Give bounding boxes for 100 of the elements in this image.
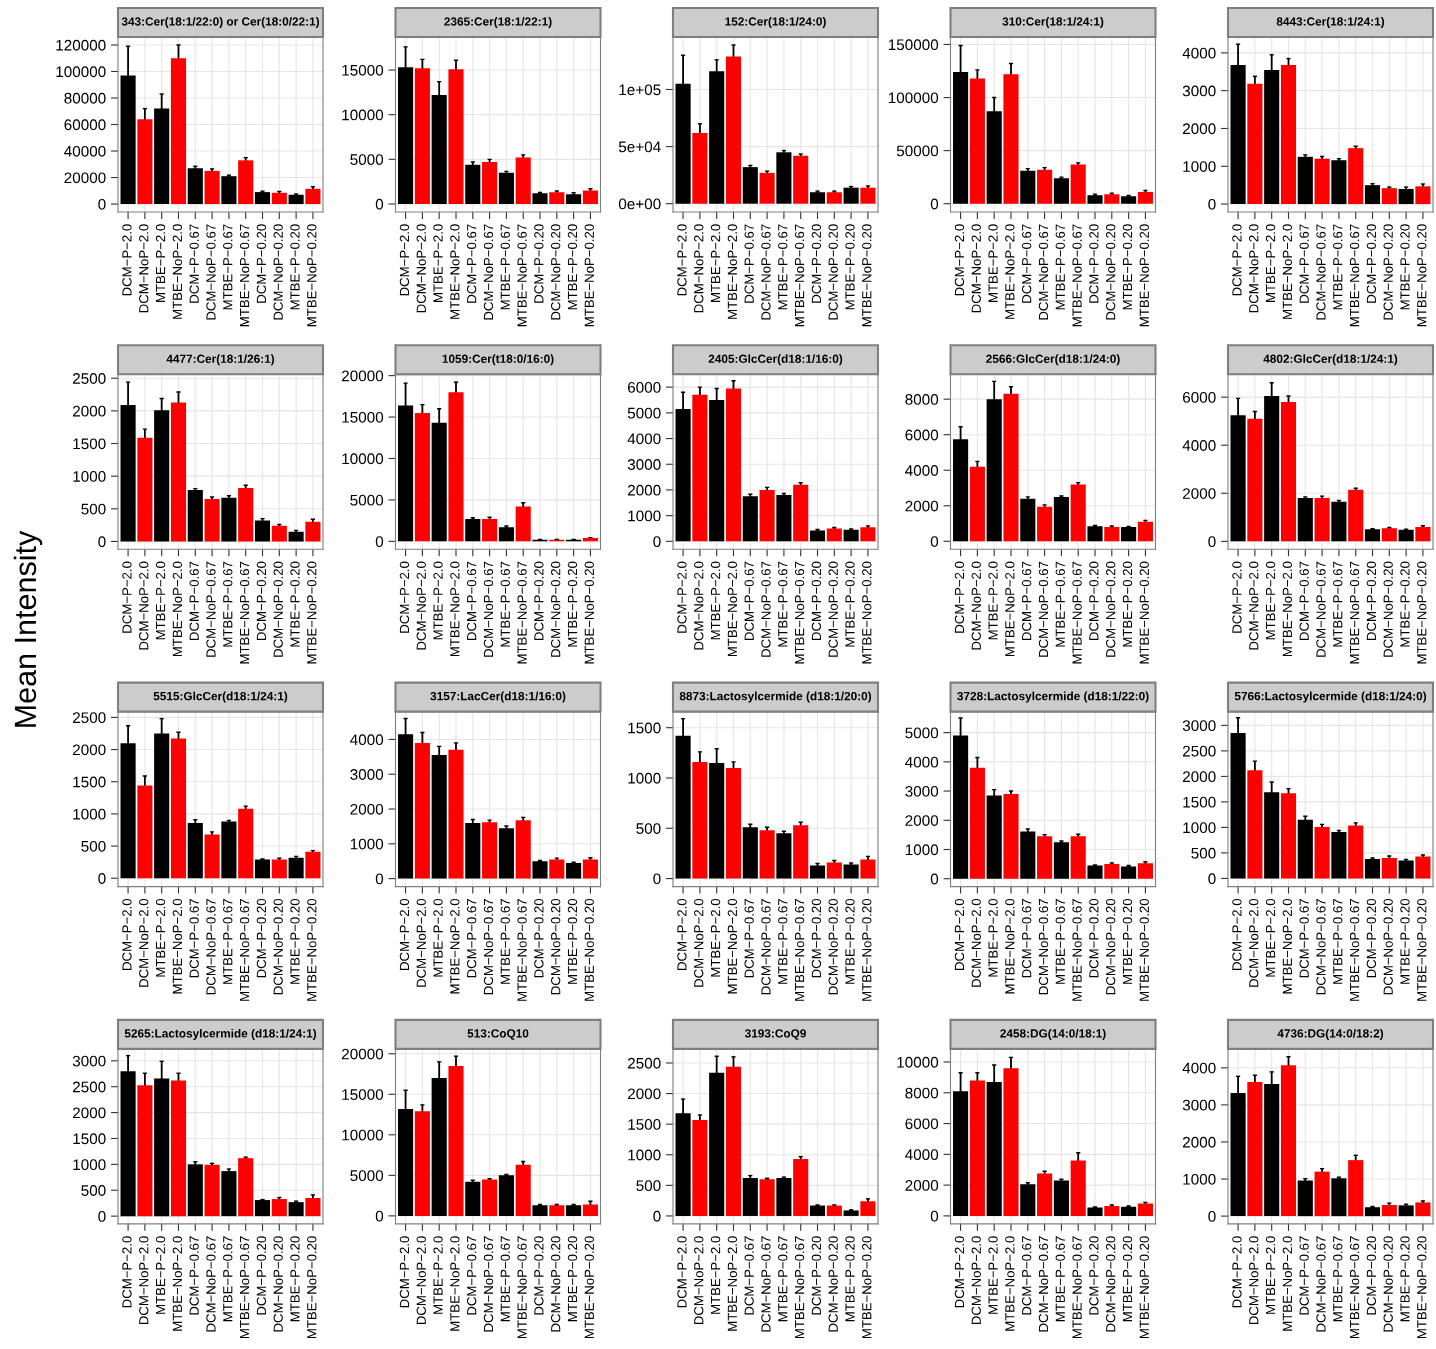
x-tick-label: MTBE−P−0.20 xyxy=(845,561,855,647)
x-tick-label: DCM−P−2.0 xyxy=(677,561,687,633)
chart-title: 2365:Cer(18:1/22:1) xyxy=(444,17,552,28)
x-tick-label: DCM−NoP−0.20 xyxy=(828,224,838,320)
x-tick-label: DCM−NoP−0.20 xyxy=(828,561,838,657)
y-tick-label: 4000 xyxy=(905,465,939,476)
x-tick-label: MTBE−P−2.0 xyxy=(988,898,998,977)
x-tick-label: DCM−NoP−0.20 xyxy=(551,561,561,657)
x-tick-label: DCM−NoP−2.0 xyxy=(1249,224,1259,313)
x-tick-label: MTBE−P−2.0 xyxy=(1265,1236,1276,1314)
y-tick-label: 4000 xyxy=(1182,47,1216,59)
x-tick-label: DCM−P−0.20 xyxy=(811,561,822,640)
x-tick-label: DCM−P−0.67 xyxy=(466,899,477,978)
x-tick-label: DCM−P−2.0 xyxy=(1232,898,1242,970)
x-tick-label: MTBE−NoP−2.0 xyxy=(450,898,460,994)
x-tick-label: DCM−P−2.0 xyxy=(122,1236,132,1308)
x-tick-label: MTBE−P−0.67 xyxy=(1333,224,1343,310)
chart-title: 4477:Cer(18:1/26:1) xyxy=(166,354,275,366)
x-tick-label: MTBE−P−2.0 xyxy=(988,561,998,640)
y-tick-label: 0 xyxy=(930,873,939,885)
x-tick-label: MTBE−NoP−0.20 xyxy=(1417,898,1427,1001)
x-tick-label: MTBE−NoP−2.0 xyxy=(1282,1236,1293,1331)
y-tick-label: 1500 xyxy=(1183,796,1216,808)
y-tick-label: 0 xyxy=(375,198,384,210)
y-tick-label: 5000 xyxy=(627,407,661,419)
y-tick-label: 15000 xyxy=(342,1089,384,1100)
y-tick-label: 20000 xyxy=(341,370,384,382)
x-tick-label: DCM−P−2.0 xyxy=(1232,224,1242,296)
x-tick-label: MTBE−NoP−0.20 xyxy=(1417,561,1427,664)
x-tick-label: DCM−P−0.67 xyxy=(466,224,477,303)
x-tick-label: DCM−P−0.20 xyxy=(811,1236,822,1315)
x-tick-label: DCM−NoP−0.67 xyxy=(761,1236,771,1332)
x-tick-label: MTBE−P−0.20 xyxy=(845,898,855,984)
y-tick-label: 500 xyxy=(636,823,661,834)
x-tick-label: DCM−NoP−0.20 xyxy=(1106,1236,1116,1332)
y-tick-label: 4000 xyxy=(627,433,661,445)
x-tick-label: DCM−NoP−2.0 xyxy=(139,561,149,650)
x-tick-label: MTBE−NoP−2.0 xyxy=(1282,898,1293,994)
x-tick-label: MTBE−P−2.0 xyxy=(433,1236,443,1314)
x-tick-label: MTBE−NoP−0.67 xyxy=(794,561,805,664)
x-tick-label: DCM−NoP−0.20 xyxy=(551,224,561,320)
x-tick-label: MTBE−P−2.0 xyxy=(710,224,721,302)
x-tick-label: DCM−P−0.20 xyxy=(1366,561,1377,640)
x-tick-label: DCM−P−2.0 xyxy=(954,898,965,970)
y-tick-label: 1500 xyxy=(628,1119,661,1130)
x-tick-label: MTBE−P−0.20 xyxy=(290,561,300,647)
x-tick-label: DCM−NoP−0.67 xyxy=(483,561,494,657)
x-tick-label: DCM−NoP−0.67 xyxy=(1038,899,1049,995)
x-tick-label: DCM−P−2.0 xyxy=(954,224,965,296)
x-tick-label: DCM−P−0.20 xyxy=(1366,1236,1377,1315)
y-tick-label: 150000 xyxy=(888,39,939,51)
y-tick-label: 8000 xyxy=(905,1087,939,1099)
x-tick-label: DCM−NoP−0.67 xyxy=(483,1236,494,1332)
x-tick-label: MTBE−NoP−2.0 xyxy=(1282,224,1293,319)
x-tick-label: MTBE−NoP−0.67 xyxy=(1072,561,1082,664)
x-tick-label: DCM−P−2.0 xyxy=(399,898,410,970)
y-tick-label: 8000 xyxy=(905,394,939,405)
x-tick-label: DCM−NoP−0.20 xyxy=(828,898,838,995)
y-tick-label: 60000 xyxy=(64,119,106,131)
x-tick-label: DCM−P−0.20 xyxy=(811,898,822,978)
x-tick-label: DCM−P−0.20 xyxy=(534,561,544,640)
x-tick-label: MTBE−P−0.67 xyxy=(500,561,510,647)
y-tick-label: 0 xyxy=(1208,536,1216,548)
text: Mean Intensity xyxy=(13,530,43,727)
x-tick-label: MTBE−NoP−2.0 xyxy=(1282,561,1293,657)
x-tick-label: DCM−P−2.0 xyxy=(677,898,687,970)
x-tick-label: MTBE−P−0.67 xyxy=(1333,899,1343,984)
x-tick-label: MTBE−NoP−2.0 xyxy=(172,561,183,657)
x-tick-label: DCM−NoP−0.20 xyxy=(273,898,283,995)
x-tick-label: MTBE−NoP−2.0 xyxy=(1005,898,1015,994)
x-tick-label: DCM−P−0.20 xyxy=(1089,898,1099,978)
y-tick-label: 20000 xyxy=(341,1048,384,1060)
x-tick-label: DCM−NoP−0.20 xyxy=(1106,898,1116,995)
y-tick-label: 120000 xyxy=(56,39,106,51)
x-tick-label: DCM−P−2.0 xyxy=(1232,561,1242,633)
x-tick-label: MTBE−NoP−0.20 xyxy=(307,1236,317,1339)
y-tick-label: 4000 xyxy=(1182,440,1216,451)
x-tick-label: MTBE−P−0.20 xyxy=(845,224,855,310)
x-tick-label: MTBE−P−0.67 xyxy=(1055,224,1065,310)
x-tick-label: DCM−P−0.67 xyxy=(1021,224,1032,303)
y-tick-label: 2000 xyxy=(1182,123,1216,135)
y-tick-label: 0 xyxy=(375,536,384,548)
y-tick-label: 3000 xyxy=(72,1055,106,1067)
x-tick-label: MTBE−NoP−2.0 xyxy=(1005,224,1015,319)
x-tick-label: MTBE−NoP−2.0 xyxy=(727,561,738,657)
x-tick-label: DCM−P−0.67 xyxy=(189,224,199,303)
y-tick-label: 100000 xyxy=(56,66,106,78)
y-tick-label: 0 xyxy=(653,1210,661,1222)
x-tick-label: MTBE−NoP−0.67 xyxy=(1072,1236,1082,1339)
x-tick-label: MTBE−NoP−2.0 xyxy=(727,1236,738,1331)
x-tick-label: DCM−P−2.0 xyxy=(677,224,687,296)
y-tick-label: 1000 xyxy=(73,1159,106,1171)
y-tick-label: 4000 xyxy=(1182,1062,1216,1074)
y-tick-label: 0 xyxy=(930,198,939,210)
chart-title: 310:Cer(18:1/24:1) xyxy=(1002,17,1104,28)
x-tick-label: MTBE−P−0.67 xyxy=(1333,561,1343,647)
chart-title: 8443:Cer(18:1/24:1) xyxy=(1276,17,1385,28)
y-tick-label: 500 xyxy=(81,840,106,852)
x-tick-label: DCM−NoP−0.67 xyxy=(483,224,494,320)
x-tick-label: DCM−NoP−0.67 xyxy=(1038,224,1049,320)
